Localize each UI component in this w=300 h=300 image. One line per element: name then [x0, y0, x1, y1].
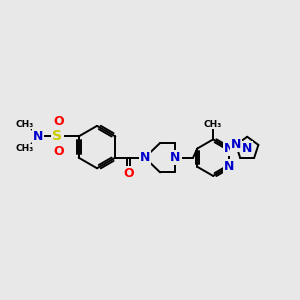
Text: N: N: [140, 151, 150, 164]
Text: N: N: [242, 142, 252, 155]
Text: N: N: [170, 151, 181, 164]
Text: N: N: [224, 160, 234, 173]
Text: O: O: [54, 145, 64, 158]
Text: CH₃: CH₃: [204, 120, 222, 129]
Text: CH₃: CH₃: [15, 120, 33, 129]
Text: N: N: [231, 138, 241, 152]
Text: N: N: [224, 142, 234, 155]
Text: O: O: [54, 115, 64, 128]
Text: CH₃: CH₃: [15, 144, 33, 153]
Text: N: N: [33, 130, 44, 143]
Text: O: O: [123, 167, 134, 180]
Text: S: S: [52, 130, 62, 143]
